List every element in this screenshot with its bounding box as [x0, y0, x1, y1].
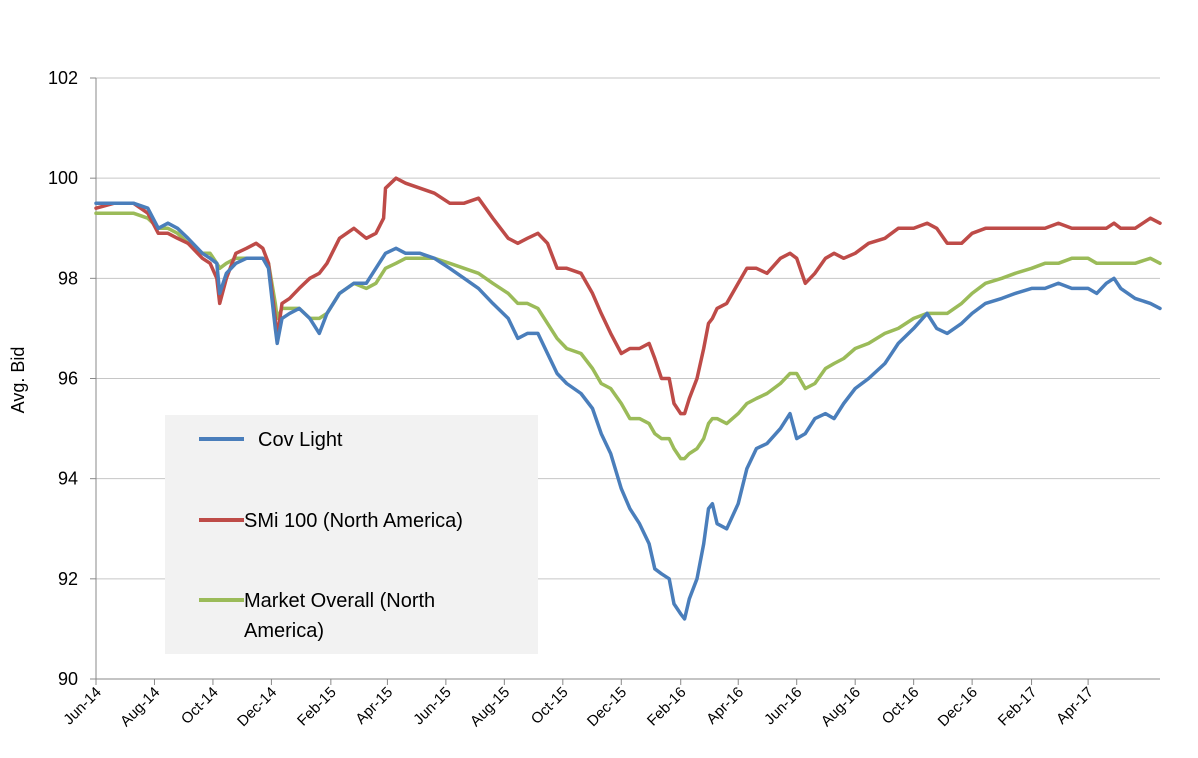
x-tick-label: Feb-15 [294, 684, 340, 730]
x-tick-label: Feb-17 [995, 684, 1041, 730]
legend-label-smi100: SMi 100 (North America) [244, 510, 463, 532]
x-tick-label: Apr-16 [703, 684, 747, 728]
x-tick-label: Apr-15 [352, 684, 396, 728]
x-tick-label: Jun-16 [761, 684, 805, 728]
x-tick-label: Jun-15 [410, 684, 454, 728]
x-tick-label: Aug-14 [117, 684, 163, 730]
x-tick-label: Jun-14 [60, 684, 104, 728]
x-tick-label: Oct-16 [879, 684, 923, 728]
x-tick-label: Dec-15 [584, 684, 630, 730]
x-tick-labels: Jun-14 Aug-14 Oct-14 Dec-14 Feb-15 Apr-15 Jun-… [60, 684, 1097, 730]
x-tick-label: Aug-16 [818, 684, 864, 730]
x-tick-label: Oct-15 [528, 684, 572, 728]
legend-entry-market-overall: Market Overall (North America) [199, 590, 441, 642]
series-lines [94, 176, 1162, 621]
x-tick-label: Dec-16 [935, 684, 981, 730]
x-tick-label: Apr-17 [1053, 684, 1097, 728]
y-tick-label: 98 [58, 268, 78, 288]
legend-entry-cov-light: Cov Light [199, 429, 343, 451]
legend-label-cov-light: Cov Light [258, 429, 343, 451]
y-axis-title: Avg. Bid [8, 347, 28, 414]
axes [90, 77, 1160, 685]
legend-label-market-overall: Market Overall (North America) [244, 590, 441, 642]
x-tick-label: Oct-14 [178, 684, 222, 728]
y-tick-label: 94 [58, 469, 78, 489]
y-tick-label: 100 [48, 168, 78, 188]
x-tick-label: Dec-14 [234, 684, 280, 730]
x-tick-label: Aug-15 [467, 684, 513, 730]
y-tick-label: 92 [58, 569, 78, 589]
y-tick-label: 90 [58, 669, 78, 689]
y-tick-label: 102 [48, 68, 78, 88]
legend-box [165, 415, 538, 654]
x-tick-label: Feb-16 [644, 684, 690, 730]
y-tick-label: 96 [58, 369, 78, 389]
legend: Cov Light SMi 100 (North America) Market… [165, 415, 538, 654]
legend-entry-smi100: SMi 100 (North America) [199, 510, 463, 532]
y-tick-labels: 90 92 94 96 98 100 102 [48, 68, 78, 689]
series-line-cov-light [94, 201, 1162, 621]
